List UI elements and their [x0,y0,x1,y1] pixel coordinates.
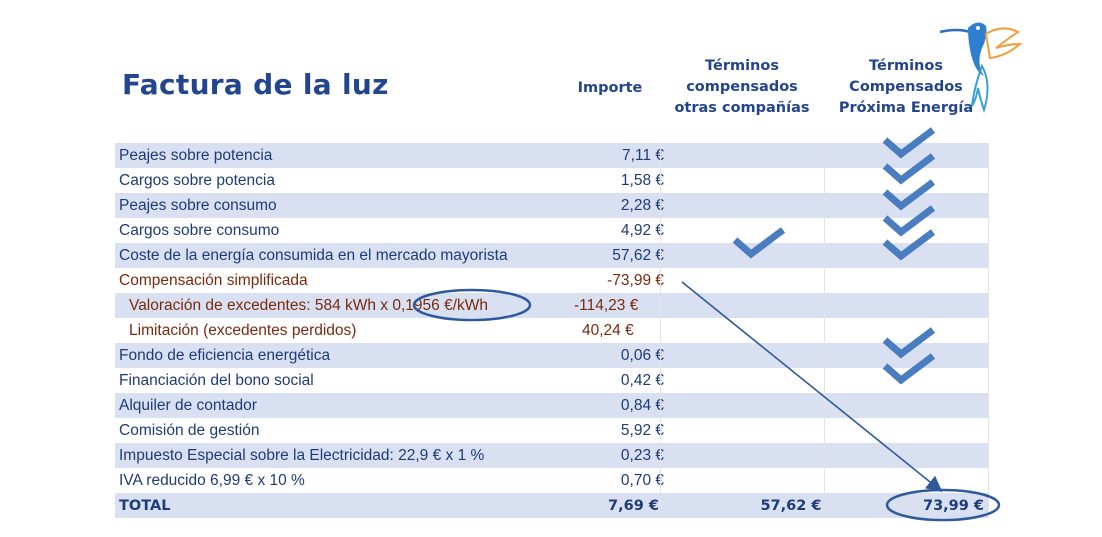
row-label: Peajes sobre consumo [119,196,277,214]
row-value: -114,23 € [574,296,639,314]
row-label: Limitación (excedentes perdidos) [129,321,357,339]
header-importe: Importe [577,80,643,96]
row-value: 40,24 € [582,321,634,339]
total-row: TOTAL 7,69 € 57,62 € 73,99 € [115,493,988,518]
total-importe: 7,69 € [608,497,659,514]
row-label: Valoración de excedentes: 584 kWh x 0,19… [129,296,489,314]
row-value: 0,84 € [620,396,664,414]
column-divider [660,143,661,518]
table-row: Coste de la energía consumida en el merc… [115,243,988,268]
row-label: Fondo de eficiencia energética [119,346,331,364]
table-row: Peajes sobre potencia 7,11 € [115,143,988,168]
page-title: Factura de la luz [122,68,389,101]
row-label: Alquiler de contador [119,396,257,414]
header-otras-line2: compensados [686,79,798,95]
row-label: Comisión de gestión [119,421,260,439]
row-value: 2,28 € [620,196,664,214]
row-label: Financiación del bono social [119,371,314,389]
row-label: Cargos sobre consumo [119,221,280,239]
row-value: -73,99 € [607,271,664,289]
table-row: Cargos sobre potencia 1,58 € [115,168,988,193]
row-label: Cargos sobre potencia [119,171,275,189]
header-proxima-line3: Próxima Energía [838,100,974,116]
header-otras-line3: otras compañías [674,100,810,116]
row-label: Impuesto Especial sobre la Electricidad:… [119,446,485,464]
table-row: Comisión de gestión 5,92 € [115,418,988,443]
row-value: 4,92 € [620,221,664,239]
row-value: 0,42 € [620,371,664,389]
total-label: TOTAL [119,497,171,514]
table-row: Impuesto Especial sobre la Electricidad:… [115,443,988,468]
column-divider [988,143,989,518]
row-value: 1,58 € [620,171,664,189]
column-divider [824,143,825,518]
row-label: IVA reducido 6,99 € x 10 % [119,471,305,489]
row-value: 7,11 € [622,146,664,164]
header-otras-line1: Términos [705,58,779,74]
header-otras-companias: Términos compensados otras compañías [660,56,824,119]
table-row: Fondo de eficiencia energética 0,06 € [115,343,988,368]
row-label: Coste de la energía consumida en el merc… [119,246,508,264]
header-proxima-line1: Términos [869,58,943,74]
table-row: Alquiler de contador 0,84 € [115,393,988,418]
table-row: Limitación (excedentes perdidos) 40,24 € [115,318,988,343]
hummingbird-logo-icon [932,14,1027,128]
row-value: 5,92 € [620,421,664,439]
invoice-table: Peajes sobre potencia 7,11 € Cargos sobre… [115,143,988,518]
row-label: Compensación simplificada [119,271,308,289]
table-row: Peajes sobre consumo 2,28 € [115,193,988,218]
table-row: Financiación del bono social 0,42 € [115,368,988,393]
row-label: Peajes sobre potencia [119,146,273,164]
table-row: Valoración de excedentes: 584 kWh x 0,19… [115,293,988,318]
total-otras: 57,62 € [760,497,822,514]
row-value: 0,23 € [620,446,664,464]
row-value: 57,62 € [612,246,664,264]
row-value: 0,06 € [620,346,664,364]
table-row: Cargos sobre consumo 4,92 € [115,218,988,243]
header-proxima-energia: Términos Compensados Próxima Energía [824,56,988,119]
table-row: IVA reducido 6,99 € x 10 % 0,70 € [115,468,988,493]
header-proxima-line2: Compensados [849,79,963,95]
total-proxima: 73,99 € [922,497,984,514]
table-row: Compensación simplificada -73,99 € [115,268,988,293]
row-value: 0,70 € [620,471,664,489]
